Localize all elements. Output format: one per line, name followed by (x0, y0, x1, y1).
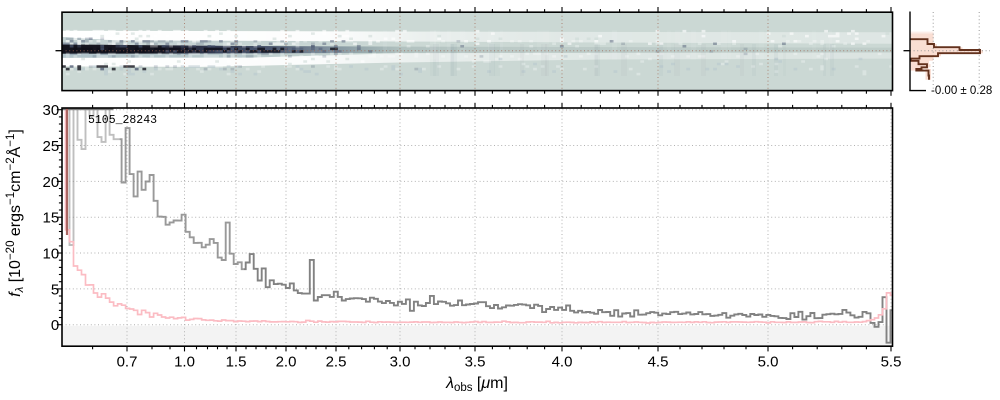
svg-text:0.7: 0.7 (117, 354, 138, 371)
svg-text:4.0: 4.0 (552, 354, 573, 371)
svg-text:λobs [μm]: λobs [μm] (445, 375, 508, 394)
svg-text:3.5: 3.5 (465, 354, 486, 371)
svg-text:1.0: 1.0 (174, 354, 195, 371)
svg-text:10: 10 (43, 245, 60, 262)
svg-text:-0.00 ± 0.28: -0.00 ± 0.28 (931, 85, 992, 97)
svg-text:5: 5 (51, 281, 59, 298)
svg-text:5105_28243: 5105_28243 (88, 114, 157, 127)
svg-text:5.5: 5.5 (881, 354, 902, 371)
svg-text:4.5: 4.5 (648, 354, 669, 371)
svg-text:5.0: 5.0 (758, 354, 779, 371)
svg-text:25: 25 (43, 138, 60, 155)
svg-text:15: 15 (43, 210, 60, 227)
svg-text:0: 0 (51, 317, 59, 334)
svg-text:2.5: 2.5 (326, 354, 347, 371)
svg-text:fλ [10−20 ergs−1cm−2Å−1]: fλ [10−20 ergs−1cm−2Å−1] (5, 129, 26, 297)
svg-text:1.5: 1.5 (226, 354, 247, 371)
svg-text:20: 20 (43, 174, 60, 191)
svg-text:30: 30 (43, 102, 60, 119)
svg-text:3.0: 3.0 (390, 354, 411, 371)
svg-text:2.0: 2.0 (276, 354, 297, 371)
